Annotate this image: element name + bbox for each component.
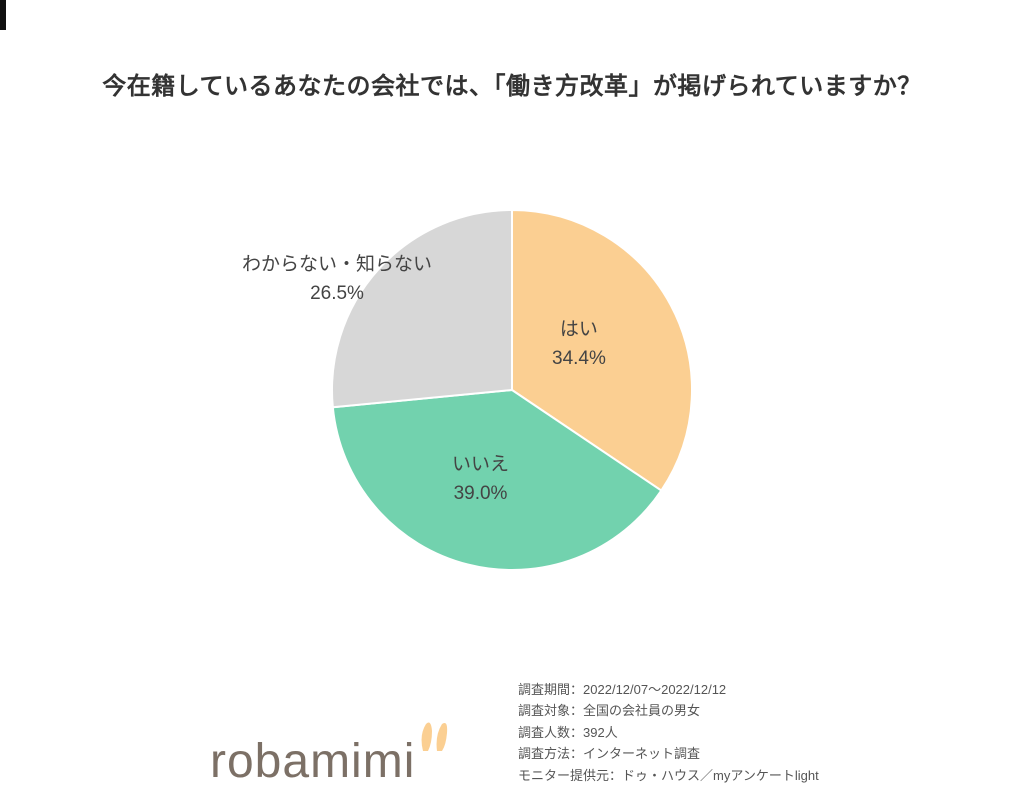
slice-label-unknown: わからない・知らない 26.5% [242,250,432,309]
meta-row-count: 調査人数：392人 [518,722,819,743]
meta-key: 調査人数 [518,725,570,740]
slice-label-text: わからない・知らない [242,254,432,275]
ear-right [437,723,448,751]
meta-row-method: 調査方法：インターネット調査 [518,743,819,764]
chart-title: 今在籍しているあなたの会社では、「働き方改革」が掲げられていますか？ [0,66,1024,101]
side-marker [0,0,6,30]
ear-left [422,723,432,751]
meta-row-source: モニター提供元：ドゥ・ハウス／myアンケートlight [518,765,819,786]
logo: robamimi [210,721,451,786]
meta-value: 392人 [583,725,618,740]
meta-sep: ： [609,768,622,783]
slice-label-percent: 39.0% [454,483,508,504]
meta-value: 全国の会社員の男女 [583,703,700,718]
logo-text: robamimi [210,738,415,786]
slice-label-yes: はい 34.4% [552,315,606,374]
meta-key: 調査期間 [518,682,570,697]
meta-row-period: 調査期間：2022/12/07～2022/12/12 [518,679,819,700]
slice-label-no: いいえ 39.0% [452,450,509,509]
meta-key: 調査方法 [518,746,570,761]
meta-sep: ： [570,703,583,718]
slice-label-text: はい [560,319,598,340]
meta-sep: ： [570,682,583,697]
slice-label-percent: 34.4% [552,348,606,369]
meta-row-target: 調査対象：全国の会社員の男女 [518,700,819,721]
meta-value: ドゥ・ハウス／myアンケートlight [622,768,819,783]
slice-label-percent: 26.5% [310,283,364,304]
pie-chart: はい 34.4% いいえ 39.0% わからない・知らない 26.5% [312,190,712,590]
page: 今在籍しているあなたの会社では、「働き方改革」が掲げられていますか？ はい 34… [0,0,1024,800]
meta-sep: ： [570,746,583,761]
slice-label-text: いいえ [452,454,509,475]
rabbit-ears-icon [417,721,451,756]
meta-value: インターネット調査 [583,746,700,761]
footer: robamimi 調査期間：2022/12/07～2022/12/12 調査対象… [0,680,1024,800]
meta-key: 調査対象 [518,703,570,718]
meta-value: 2022/12/07～2022/12/12 [583,682,726,697]
meta-sep: ： [570,725,583,740]
survey-meta: 調査期間：2022/12/07～2022/12/12 調査対象：全国の会社員の男… [518,679,819,786]
meta-key: モニター提供元 [518,768,609,783]
